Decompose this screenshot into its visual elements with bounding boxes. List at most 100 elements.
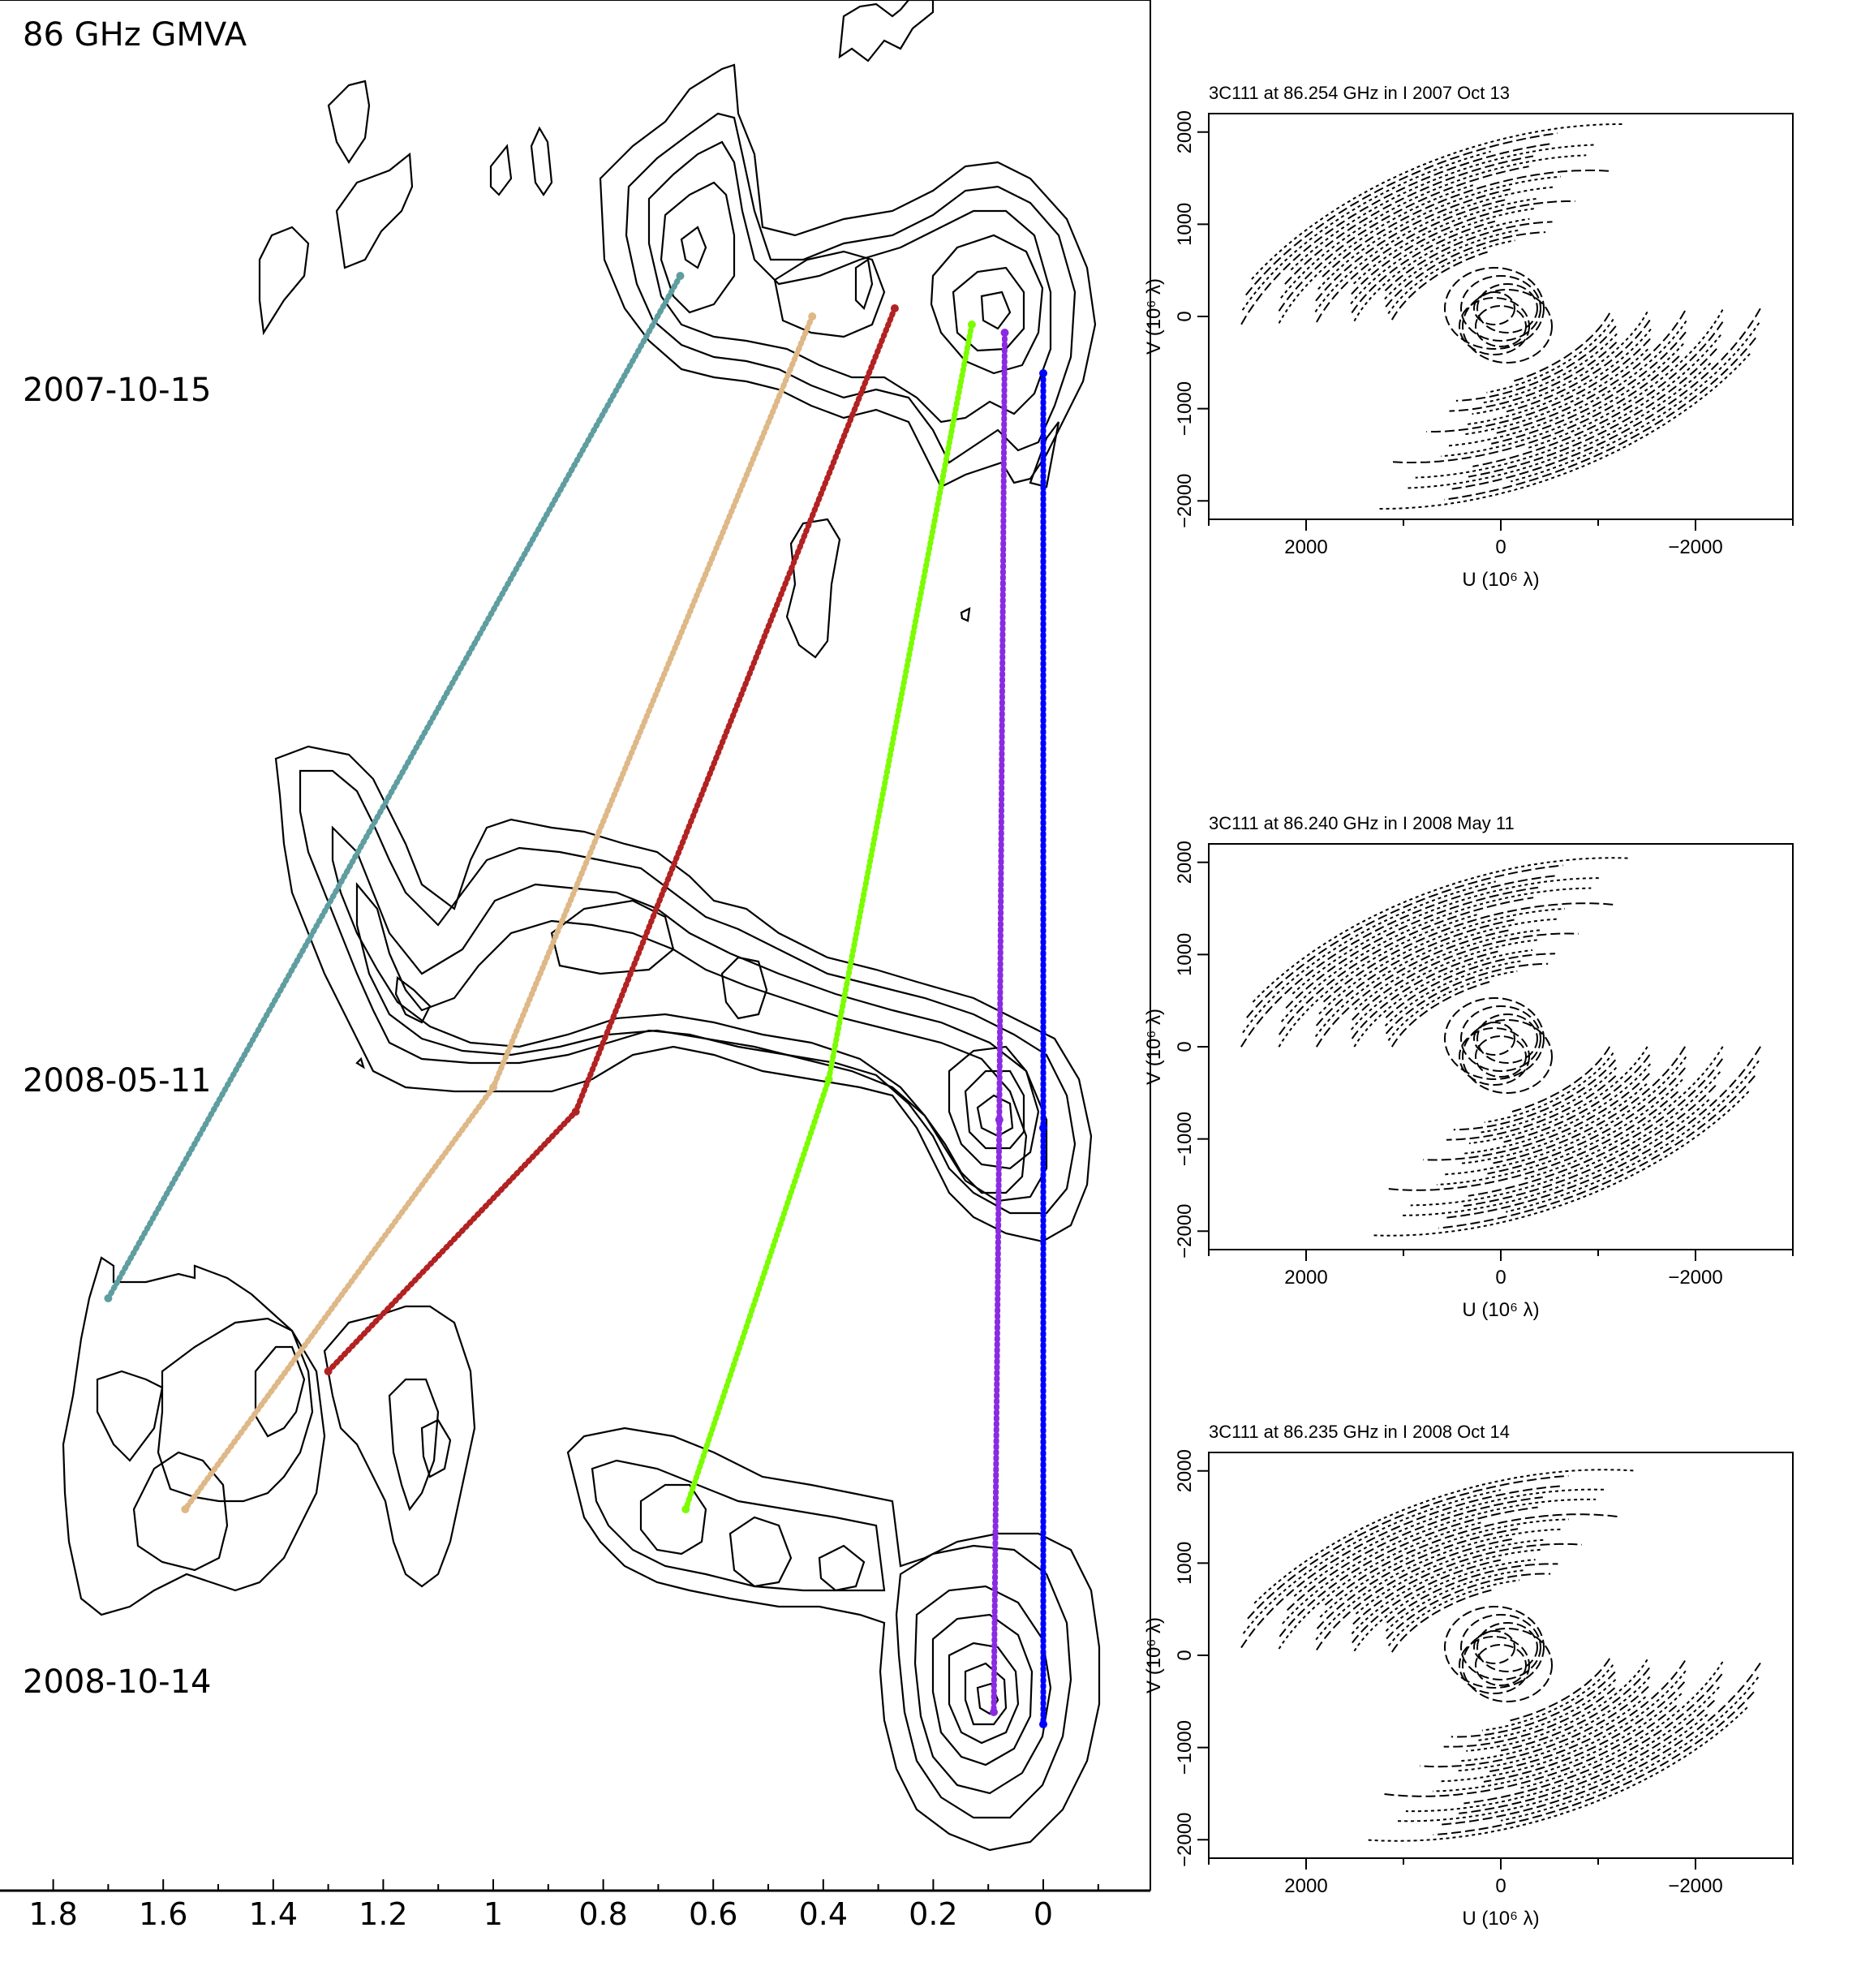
uv-y-label: V (10⁶ λ) [1143, 1009, 1165, 1085]
uv-outer-track [1315, 928, 1512, 1048]
uv-outer-track [1450, 308, 1761, 490]
uv-outer-track [1407, 362, 1712, 489]
uv-x-label: U (10⁶ λ) [1462, 1908, 1539, 1930]
uv-y-tick-label: 1000 [1174, 1542, 1196, 1585]
uv-x-tick-label: 0 [1495, 1267, 1506, 1289]
component-point [990, 1708, 998, 1716]
uv-inner-track [1444, 1606, 1545, 1689]
uv-outer-track [1315, 919, 1515, 1026]
x-tick-label: 0.4 [799, 1896, 848, 1932]
uv-x-tick-label: 2000 [1284, 1875, 1327, 1897]
contour-map-2007 [258, 0, 1097, 659]
uv-outer-track [1322, 169, 1612, 278]
component-point [681, 1505, 690, 1513]
uv-outer-track [1441, 342, 1684, 458]
uv-outer-track [1251, 123, 1625, 280]
uv-outer-track [1468, 1046, 1648, 1145]
uv-outer-track [1528, 309, 1724, 450]
uv-inner-track [1460, 1614, 1541, 1680]
uv-outer-track [1397, 1714, 1708, 1822]
uv-y-tick-label: −1000 [1174, 1720, 1196, 1775]
uv-outer-track [1444, 1046, 1761, 1219]
uv-x-tick-label: 0 [1495, 1875, 1506, 1897]
uv-outer-track [1390, 251, 1488, 321]
uv-outer-track [1387, 239, 1515, 315]
uv-y-label: V (10⁶ λ) [1143, 278, 1165, 355]
uv-outer-track [1351, 1548, 1541, 1635]
uv-inner-track [1473, 1630, 1515, 1664]
uv-outer-track [1463, 1673, 1723, 1805]
uv-outer-track [1385, 953, 1556, 1018]
uv-outer-track [1290, 144, 1595, 271]
uv-inner-track [1460, 1005, 1541, 1072]
uv-outer-track [1353, 949, 1533, 1048]
uv-outer-track [1278, 183, 1474, 324]
uv-outer-track [1318, 907, 1566, 1015]
uv-outer-track [1241, 150, 1491, 311]
uv-outer-track [1514, 312, 1611, 382]
x-tick-label: 0.2 [909, 1896, 957, 1932]
x-tick-label: 1.8 [28, 1896, 77, 1932]
component-point [808, 312, 817, 321]
uv-x-tick-label: 0 [1495, 536, 1506, 558]
uv-outer-track [1385, 962, 1549, 1035]
uv-outer-track [1352, 932, 1579, 1021]
uv-outer-track [1436, 1078, 1683, 1186]
uv-outer-track [1466, 1659, 1648, 1752]
uv-outer-track [1463, 1085, 1717, 1207]
uv-outer-track [1483, 333, 1618, 404]
component-tracks [104, 272, 1047, 1728]
uv-outer-track [1386, 1563, 1558, 1624]
uv-outer-track [1446, 321, 1687, 447]
uv-outer-track [1415, 334, 1721, 479]
uv-outer-track [1387, 970, 1518, 1042]
uv-x-tick-label: 2000 [1284, 1267, 1327, 1289]
main-x-axis: 1.8 1.6 1.4 1.2 1 0.8 0.6 0.4 0.2 0 [28, 1879, 1099, 1932]
uv-outer-track [1510, 1658, 1611, 1722]
uv-title-3: 3C111 at 86.235 GHz in I 2008 Oct 14 [1209, 1422, 1510, 1442]
component-point [324, 1367, 333, 1375]
x-tick-label: 1 [484, 1896, 503, 1932]
uv-y-tick-label: 2000 [1174, 841, 1196, 884]
uv-outer-track [1490, 331, 1687, 445]
uv-outer-track [1405, 1686, 1720, 1813]
uv-outer-track [1314, 918, 1558, 1038]
uv-y-tick-label: 0 [1174, 1041, 1196, 1052]
component-point [1039, 1720, 1047, 1728]
uv-outer-track [1506, 319, 1651, 413]
epoch-label-1: 2007-10-15 [23, 372, 211, 409]
uv-outer-track [1511, 1046, 1611, 1112]
component-point [181, 1505, 190, 1513]
uv-panel-3: 3C111 at 86.235 GHz in I 2008 Oct 14 200… [1143, 1422, 1794, 1930]
uv-y-tick-label: −1000 [1174, 381, 1196, 436]
uv-outer-track [1352, 1543, 1583, 1625]
uv-y-tick-label: −2000 [1174, 1204, 1196, 1259]
uv-outer-track [1322, 902, 1616, 1003]
uv-outer-track [1377, 353, 1751, 510]
uv-outer-track [1278, 897, 1534, 1035]
uv-outer-track [1455, 325, 1617, 402]
uv-outer-track [1384, 221, 1553, 292]
uv-outer-track [1386, 1573, 1551, 1640]
uv-outer-track [1438, 1075, 1756, 1229]
uv-outer-track [1278, 166, 1529, 312]
uv-outer-track [1385, 1569, 1524, 1632]
contour-map-2008-10 [62, 1256, 1101, 1852]
uv-y-label: V (10⁶ λ) [1143, 1617, 1165, 1693]
main-title: 86 GHz GMVA [23, 16, 247, 54]
uv-outer-track [1459, 1699, 1715, 1814]
component-point [489, 1083, 497, 1091]
uv-outer-track [1240, 875, 1558, 1048]
uv-y-tick-label: −1000 [1174, 1112, 1196, 1166]
uv-outer-track [1432, 1693, 1683, 1792]
uv-inner-track [1476, 1013, 1538, 1064]
uv-inner-track [1444, 997, 1545, 1080]
uv-outer-track [1278, 1521, 1482, 1650]
uv-outer-track [1449, 341, 1618, 412]
uv-outer-track [1324, 1513, 1620, 1606]
uv-outer-track [1319, 1518, 1570, 1618]
uv-outer-track [1472, 311, 1648, 415]
uv-outer-track [1240, 1485, 1562, 1649]
uv-outer-track [1282, 1498, 1597, 1624]
uv-outer-track [1503, 1054, 1651, 1143]
